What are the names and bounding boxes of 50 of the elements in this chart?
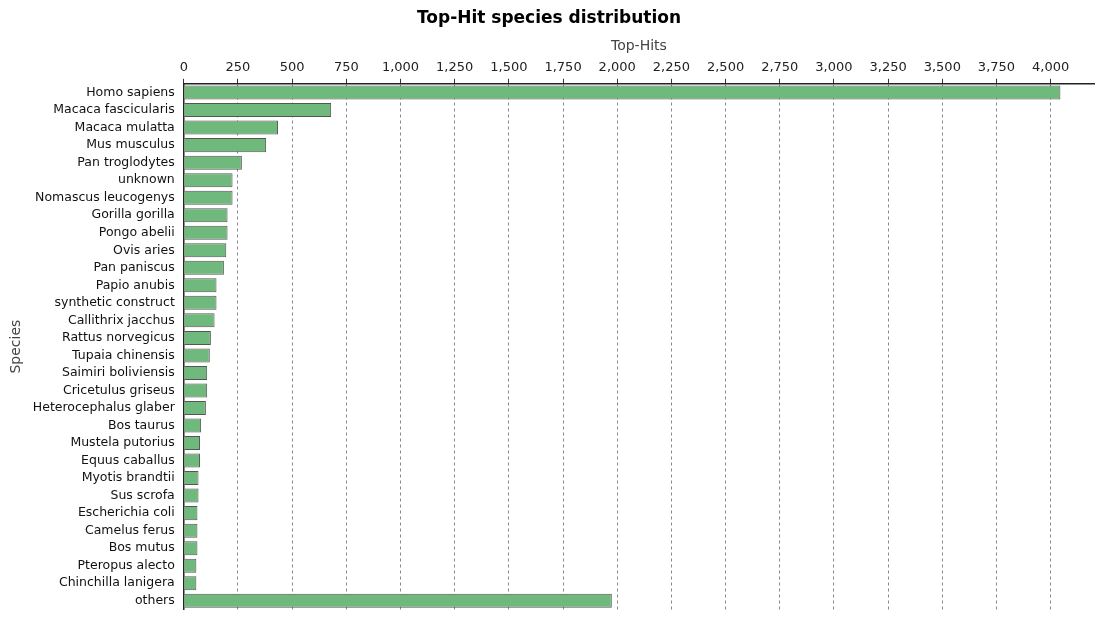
x-tick-label: 1,250: [436, 59, 474, 75]
y-tick-label: unknown: [117, 171, 175, 187]
x-tick-label: 1,750: [544, 59, 582, 75]
x-tick-label: 3,000: [815, 59, 853, 75]
y-tick-label: Macaca mulatta: [74, 118, 175, 134]
y-tick-label: Bos taurus: [108, 416, 175, 432]
y-tick-label: Ovis aries: [113, 241, 175, 257]
y-tick-label: Heterocephalus glaber: [32, 399, 176, 415]
y-tick-label: synthetic construct: [54, 294, 175, 310]
x-tick-label: 3,500: [923, 59, 961, 75]
y-tick-label: Pan paniscus: [93, 259, 175, 275]
x-tick-label: 2,750: [761, 59, 799, 75]
x-tick-label: 0: [179, 59, 188, 75]
chart-title: Top-Hit species distribution: [416, 6, 682, 27]
y-tick-label: Gorilla gorilla: [91, 206, 175, 222]
y-tick-label: Equus caballus: [81, 451, 175, 467]
x-axis-title: Top-Hits: [609, 37, 667, 54]
y-tick-label: Pongo abelii: [98, 224, 175, 239]
y-tick-label: Saimiri boliviensis: [61, 364, 175, 380]
x-tick-label: 3,250: [869, 59, 907, 75]
y-tick-label: Bos mutus: [108, 539, 175, 555]
y-tick-label: Sus scrofa: [110, 486, 175, 502]
y-tick-label: Myotis brandtii: [81, 469, 175, 485]
x-tick-label: 500: [279, 59, 305, 75]
y-axis-title: Species: [7, 319, 24, 374]
y-tick-label: Camelus ferus: [84, 521, 175, 537]
y-tick-label: Pan troglodytes: [77, 153, 175, 169]
y-tick-label: Tupaia chinensis: [71, 346, 175, 362]
y-tick-label: Rattus norvegicus: [61, 329, 175, 345]
x-tick-label: 3,750: [977, 59, 1016, 75]
x-tick-label: 2,000: [598, 59, 636, 75]
x-tick-label: 250: [225, 59, 251, 75]
y-tick-label: Homo sapiens: [86, 83, 175, 99]
y-tick-label: Chinchilla lanigera: [58, 574, 175, 590]
x-tick-label: 4,000: [1032, 59, 1070, 75]
x-tick-label: 2,500: [706, 59, 745, 75]
y-tick-label: Nomascus leucogenys: [35, 188, 175, 204]
y-tick-label: Mus musculus: [86, 136, 175, 152]
y-tick-label: Callithrix jacchus: [67, 311, 175, 327]
x-tick-label: 1,000: [381, 59, 420, 75]
y-tick-label: Mustela putorius: [70, 434, 175, 450]
x-tick-label: 1,500: [490, 59, 528, 75]
y-tick-label: Escherichia coli: [77, 504, 175, 520]
x-tick-label: 2,250: [652, 59, 691, 75]
x-tick-label: 750: [333, 59, 359, 75]
y-tick-label: Pteropus alecto: [77, 556, 175, 572]
y-tick-label: Cricetulus griseus: [62, 381, 175, 397]
y-tick-label: Macaca fascicularis: [53, 101, 175, 117]
y-tick-label: others: [134, 591, 175, 607]
y-tick-label: Papio anubis: [95, 276, 175, 292]
